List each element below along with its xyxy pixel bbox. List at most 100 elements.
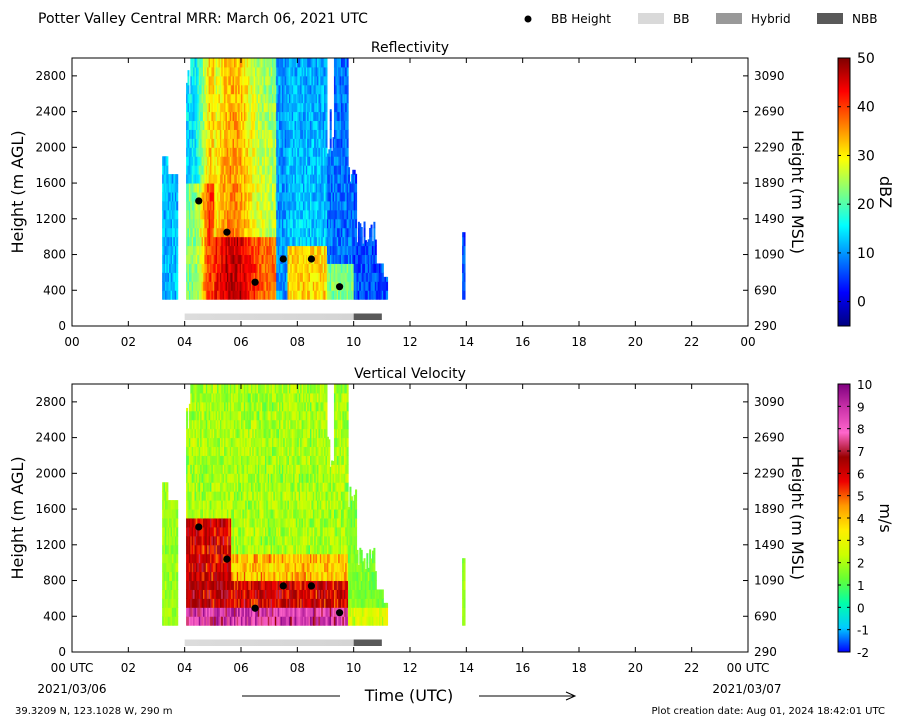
heatmap-cell xyxy=(219,544,222,555)
heatmap-cell xyxy=(340,254,343,264)
heatmap-cell xyxy=(187,455,190,465)
heatmap-cell xyxy=(176,553,179,564)
heatmap-cell xyxy=(353,227,356,238)
heatmap-cell xyxy=(191,482,194,492)
heatmap-cell xyxy=(260,93,263,104)
heatmap-cell xyxy=(211,263,214,273)
heatmap-cell xyxy=(335,156,338,166)
heatmap-cell xyxy=(304,138,307,148)
heatmap-cell xyxy=(195,616,198,626)
heatmap-cell xyxy=(336,174,339,184)
heatmap-cell xyxy=(297,174,300,184)
heatmap-cell xyxy=(195,571,198,582)
heatmap-cell xyxy=(236,120,239,130)
heatmap-cell xyxy=(222,93,225,104)
heatmap-cell xyxy=(249,281,252,291)
heatmap-cell xyxy=(277,156,280,166)
heatmap-cell xyxy=(195,183,198,193)
heatmap-cell xyxy=(301,254,304,264)
heatmap-cell xyxy=(284,290,287,300)
heatmap-cell xyxy=(236,111,239,122)
heatmap-cell xyxy=(218,392,221,403)
heatmap-cell xyxy=(241,209,244,220)
heatmap-cell xyxy=(222,120,225,130)
heatmap-cell xyxy=(250,535,253,546)
heatmap-cell xyxy=(270,147,273,157)
heatmap-cell xyxy=(242,120,245,130)
heatmap-cell xyxy=(290,147,293,157)
heatmap-cell xyxy=(222,66,225,77)
heatmap-cell xyxy=(279,174,282,184)
heatmap-cell xyxy=(211,254,214,264)
heatmap-cell xyxy=(288,165,291,175)
heatmap-cell xyxy=(277,183,280,193)
heatmap-cell xyxy=(226,464,229,474)
heatmap-cell xyxy=(360,272,363,282)
heatmap-cell xyxy=(193,509,196,519)
heatmap-cell xyxy=(207,272,210,282)
heatmap-cell xyxy=(228,410,231,421)
heatmap-cell xyxy=(246,245,249,256)
heatmap-cell xyxy=(249,535,252,546)
heatmap-cell xyxy=(263,218,266,229)
heatmap-cell xyxy=(214,129,217,139)
heatmap-cell xyxy=(245,272,248,282)
heatmap-cell xyxy=(332,263,335,273)
heatmap-cell xyxy=(232,200,235,211)
heatmap-cell xyxy=(194,464,197,474)
heatmap-cell xyxy=(241,526,244,537)
heatmap-cell xyxy=(274,263,277,273)
heatmap-cell xyxy=(198,281,201,291)
heatmap-cell xyxy=(288,58,291,68)
heatmap-cell xyxy=(198,272,201,282)
heatmap-cell xyxy=(198,571,201,582)
heatmap-cell xyxy=(318,102,321,113)
heatmap-cell xyxy=(270,263,273,273)
heatmap-cell xyxy=(242,598,245,608)
heatmap-cell xyxy=(232,245,235,256)
heatmap-cell xyxy=(322,263,325,273)
heatmap-cell xyxy=(228,93,231,104)
heatmap-cell xyxy=(200,84,203,95)
heatmap-cell xyxy=(248,192,251,202)
heatmap-cell xyxy=(164,227,167,238)
heatmap-cell xyxy=(225,218,228,229)
heatmap-cell xyxy=(191,183,194,193)
heatmap-cell xyxy=(290,120,293,130)
heatmap-cell xyxy=(224,93,227,104)
heatmap-cell xyxy=(312,156,315,166)
heatmap-cell xyxy=(225,209,228,220)
heatmap-cell xyxy=(164,553,167,564)
heatmap-cell xyxy=(241,509,244,519)
heatmap-cell xyxy=(164,580,167,590)
heatmap-cell xyxy=(187,102,190,113)
heatmap-cell xyxy=(312,165,315,175)
heatmap-cell xyxy=(271,290,274,300)
heatmap-cell xyxy=(297,183,300,193)
heatmap-cell xyxy=(243,174,246,184)
heatmap-cell xyxy=(186,428,189,439)
heatmap-cell xyxy=(229,428,232,439)
heatmap-cell xyxy=(202,183,205,193)
heatmap-cell xyxy=(300,254,303,264)
heatmap-cell xyxy=(219,183,222,193)
heatmap-cell xyxy=(288,84,291,95)
heatmap-cell xyxy=(198,218,201,229)
heatmap-cell xyxy=(217,598,220,608)
heatmap-cell xyxy=(290,93,293,104)
heatmap-cell xyxy=(302,58,305,68)
heatmap-cell xyxy=(250,66,253,77)
heatmap-cell xyxy=(200,571,203,582)
heatmap-cell xyxy=(312,227,315,238)
heatmap-cell xyxy=(259,129,262,139)
heatmap-cell xyxy=(328,165,331,175)
heatmap-cell xyxy=(239,156,242,166)
heatmap-cell xyxy=(274,102,277,113)
heatmap-cell xyxy=(246,102,249,113)
heatmap-cell xyxy=(194,535,197,546)
heatmap-cell xyxy=(166,183,169,193)
heatmap-cell xyxy=(336,192,339,202)
heatmap-cell xyxy=(318,75,321,86)
heatmap-cell xyxy=(255,227,258,238)
heatmap-cell xyxy=(210,580,213,590)
